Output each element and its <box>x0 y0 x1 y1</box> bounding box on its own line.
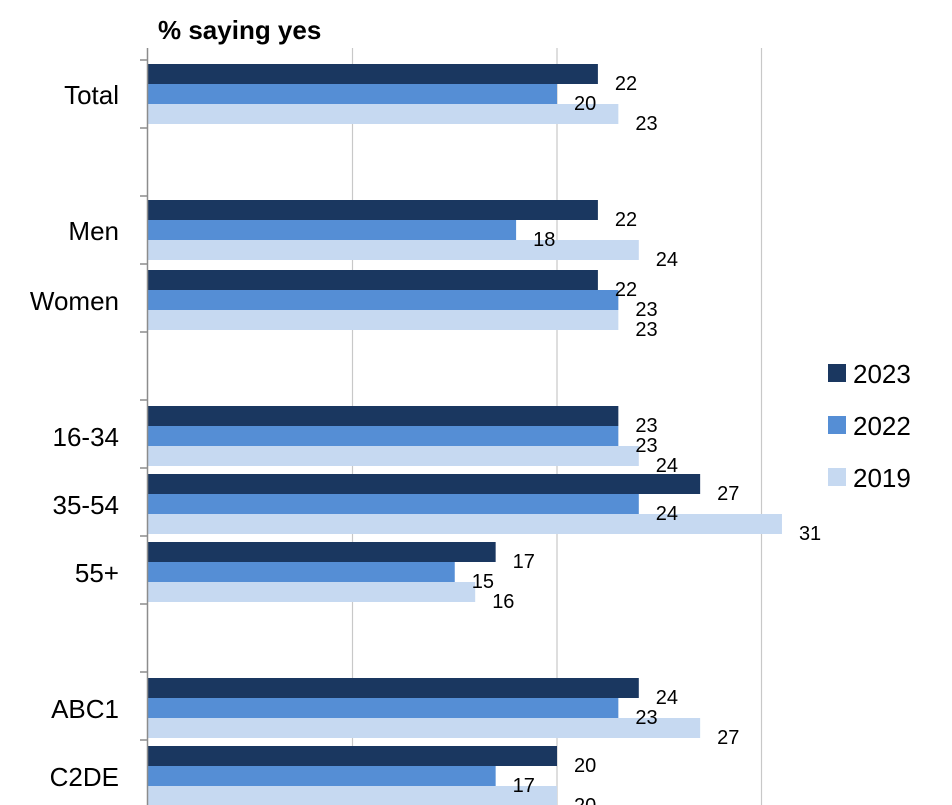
bars <box>148 64 782 805</box>
bar-2019 <box>148 786 557 805</box>
bar-2022 <box>148 698 619 718</box>
legend-label: 2023 <box>853 359 911 389</box>
bar-2019 <box>148 514 782 534</box>
bar-2019 <box>148 240 639 260</box>
bar-2019 <box>148 582 476 602</box>
axis-title: % saying yes <box>158 15 321 45</box>
value-label: 23 <box>635 299 657 321</box>
value-label: 24 <box>656 455 678 477</box>
y-axis <box>140 48 149 805</box>
value-label: 23 <box>635 415 657 437</box>
value-label: 17 <box>513 551 535 573</box>
value-label: 20 <box>574 93 596 115</box>
bar-2023 <box>148 678 639 698</box>
legend-swatch <box>828 364 846 382</box>
value-label: 18 <box>533 229 555 251</box>
category-label: Men <box>68 216 119 246</box>
legend-swatch <box>828 416 846 434</box>
bar-2019 <box>148 446 639 466</box>
bar-2022 <box>148 426 619 446</box>
category-label: ABC1 <box>51 694 119 724</box>
bar-2019 <box>148 104 619 124</box>
value-label: 24 <box>656 249 678 271</box>
bar-2023 <box>148 64 598 84</box>
bar-2023 <box>148 746 557 766</box>
value-label: 22 <box>615 279 637 301</box>
bar-2022 <box>148 494 639 514</box>
value-label: 22 <box>615 209 637 231</box>
bar-2023 <box>148 200 598 220</box>
value-label: 23 <box>635 113 657 135</box>
legend: 2023 2022 2019 <box>828 359 911 493</box>
value-labels: 2220232218242223232323242724311715162423… <box>472 73 821 805</box>
category-labels: Total Men Women 16-34 35-54 55+ ABC1 C2DE <box>30 80 119 792</box>
bar-2019 <box>148 310 619 330</box>
value-label: 24 <box>656 503 678 525</box>
bar-2022 <box>148 562 455 582</box>
category-label: Women <box>30 286 119 316</box>
value-label: 23 <box>635 319 657 341</box>
category-label: 55+ <box>75 558 119 588</box>
value-label: 20 <box>574 755 596 777</box>
value-label: 27 <box>717 483 739 505</box>
category-label: 16-34 <box>53 422 120 452</box>
legend-label: 2022 <box>853 411 911 441</box>
category-label: Total <box>64 80 119 110</box>
value-label: 15 <box>472 571 494 593</box>
category-label: C2DE <box>50 762 119 792</box>
value-label: 23 <box>635 435 657 457</box>
legend-label: 2019 <box>853 463 911 493</box>
value-label: 16 <box>492 591 514 613</box>
value-label: 31 <box>799 523 821 545</box>
category-label: 35-54 <box>53 490 120 520</box>
value-label: 24 <box>656 687 678 709</box>
bar-2023 <box>148 474 701 494</box>
bar-2023 <box>148 542 496 562</box>
value-label: 17 <box>513 775 535 797</box>
bar-2022 <box>148 290 619 310</box>
bar-2019 <box>148 718 701 738</box>
value-label: 27 <box>717 727 739 749</box>
value-label: 23 <box>635 707 657 729</box>
bar-2022 <box>148 84 557 104</box>
bar-2023 <box>148 270 598 290</box>
bar-2022 <box>148 220 517 240</box>
value-label: 20 <box>574 795 596 805</box>
value-label: 22 <box>615 73 637 95</box>
legend-swatch <box>828 468 846 486</box>
bar-2023 <box>148 406 619 426</box>
bar-2022 <box>148 766 496 786</box>
